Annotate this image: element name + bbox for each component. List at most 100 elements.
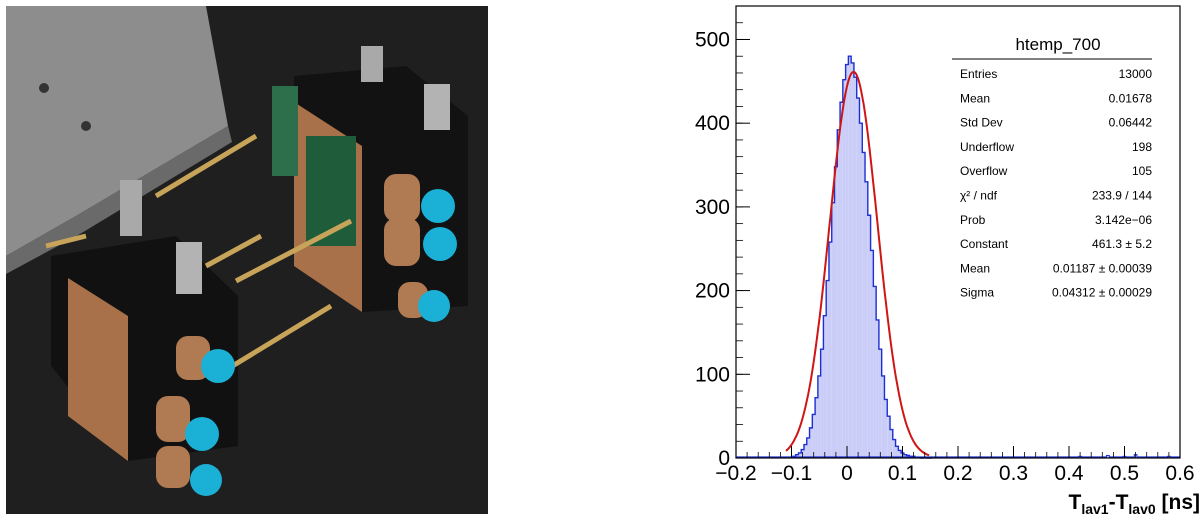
y-tick-label: 400 <box>695 112 730 135</box>
brass-rod <box>154 133 258 199</box>
stats-label: Constant <box>960 237 1009 251</box>
stats-value: 0.01678 <box>1109 91 1153 105</box>
histogram-bin <box>865 181 868 458</box>
y-tick-label: 300 <box>695 196 730 219</box>
histogram-bin <box>876 319 879 458</box>
histogram-bin <box>823 315 827 458</box>
histogram-bin <box>828 242 832 458</box>
histogram-bin <box>862 152 866 458</box>
histogram-bin <box>898 450 902 458</box>
x-tick-label: 0.4 <box>1054 462 1084 485</box>
y-tick-label: 0 <box>718 447 730 470</box>
histogram-bin <box>890 429 893 458</box>
histogram-bin <box>881 375 885 458</box>
stats-label: χ² / ndf <box>960 189 998 203</box>
y-tick-label: 200 <box>695 280 730 303</box>
stats-value: 233.9 / 144 <box>1092 189 1152 203</box>
brass-rod <box>214 303 333 379</box>
histogram-bin <box>848 56 852 458</box>
y-axis: 0 100 200 300 400 500 <box>695 5 750 470</box>
histogram-bin <box>842 79 846 459</box>
stats-value: 0.01187 ± 0.00039 <box>1053 261 1152 275</box>
stats-title: htemp_700 <box>1015 35 1100 54</box>
module-standoff <box>120 180 142 236</box>
histogram-bin <box>867 215 871 458</box>
histogram-bin <box>798 452 802 458</box>
stats-value: 3.142e−06 <box>1095 213 1152 227</box>
plate-hole <box>81 121 91 131</box>
histogram-bin <box>815 397 818 458</box>
histogram-bin <box>892 439 896 458</box>
module-standoff <box>176 242 202 294</box>
histogram-bin <box>831 202 835 458</box>
histogram-bin <box>878 349 882 458</box>
histogram-bin <box>851 62 854 458</box>
stats-value: 461.3 ± 5.2 <box>1092 237 1152 251</box>
plate-hole <box>39 83 49 93</box>
y-tick-label: 100 <box>695 363 730 386</box>
x-tick-label: −0.2 <box>715 462 756 485</box>
x-axis-label: Tlav1-Tlav0 [ns] <box>1069 491 1200 517</box>
module-standoff <box>361 46 383 82</box>
x-tick-label: 0 <box>841 462 853 485</box>
x-axis: −0.2 −0.1 0 0.1 0.2 0.3 0.4 0.5 0.6 <box>715 446 1195 485</box>
metal-plate-edge <box>6 126 232 274</box>
histogram-outline <box>789 55 932 459</box>
stats-value: 0.04312 ± 0.00029 <box>1052 286 1152 300</box>
histogram-bin <box>895 446 899 458</box>
histogram-bin <box>859 123 863 459</box>
histogram-bin <box>820 349 824 458</box>
stats-value: 105 <box>1132 164 1152 178</box>
y-tick-label: 500 <box>695 28 730 51</box>
stats-label: Overflow <box>960 164 1008 178</box>
x-tick-label: 0.5 <box>1110 462 1139 485</box>
x-tick-label: 0.6 <box>1165 462 1194 485</box>
histogram-bin <box>806 437 810 458</box>
histogram-svg: −0.2 −0.1 0 0.1 0.2 0.3 0.4 0.5 0.6 0 100 200 300 40… <box>695 5 1200 517</box>
histogram-bin <box>817 375 821 458</box>
stats-box: htemp_700 Entries 13000 Mean 0.01678 Std Dev… <box>952 35 1152 300</box>
module-copper-side <box>68 278 128 461</box>
stats-rows: Entries 13000 Mean 0.01678 Std Dev 0.06442 Und… <box>960 67 1152 300</box>
x-tick-label: −0.1 <box>771 462 812 485</box>
histogram-bin <box>853 77 857 459</box>
histogram-bin <box>903 454 907 458</box>
gaussian-fit-curve <box>785 70 930 457</box>
histogram-layer <box>736 55 1180 459</box>
stats-label: Sigma <box>960 286 994 300</box>
histogram-bin <box>845 64 849 458</box>
histogram-bin <box>809 427 813 458</box>
connector-group <box>156 174 457 496</box>
stats-label: Prob <box>960 213 986 227</box>
histogram-bin <box>884 399 888 458</box>
histogram-bin <box>812 414 816 458</box>
histogram-bin <box>856 98 860 459</box>
histogram-plot: −0.2 −0.1 0 0.1 0.2 0.3 0.4 0.5 0.6 0 100 200 300 40… <box>660 0 1204 521</box>
x-tick-label: 0.2 <box>943 462 972 485</box>
brass-rod <box>234 218 353 284</box>
x-tick-label: 0.1 <box>888 462 917 485</box>
stats-label: Std Dev <box>960 116 1003 130</box>
histogram-bin <box>840 102 843 458</box>
stats-value: 198 <box>1132 140 1152 154</box>
module-pcb <box>306 136 356 246</box>
histogram-bin <box>870 250 874 458</box>
metal-plate <box>6 6 228 256</box>
stats-label: Entries <box>960 67 997 81</box>
histogram-bin <box>826 280 829 458</box>
module-standoff <box>424 84 450 130</box>
module-pcb-edge <box>272 86 298 176</box>
stats-label: Underflow <box>960 140 1014 154</box>
stats-label: Mean <box>960 261 990 275</box>
stats-value: 0.06442 <box>1109 116 1153 130</box>
histogram-bin <box>795 454 799 458</box>
stats-label: Mean <box>960 91 990 105</box>
histogram-bin <box>887 416 891 458</box>
histogram-bin <box>803 444 807 458</box>
detector-modules-photo <box>6 6 488 514</box>
histogram-bin <box>873 286 877 458</box>
brass-rod <box>204 233 263 269</box>
histogram-bin <box>837 129 841 459</box>
plot-frame <box>735 5 1181 459</box>
stats-value: 13000 <box>1119 67 1153 81</box>
